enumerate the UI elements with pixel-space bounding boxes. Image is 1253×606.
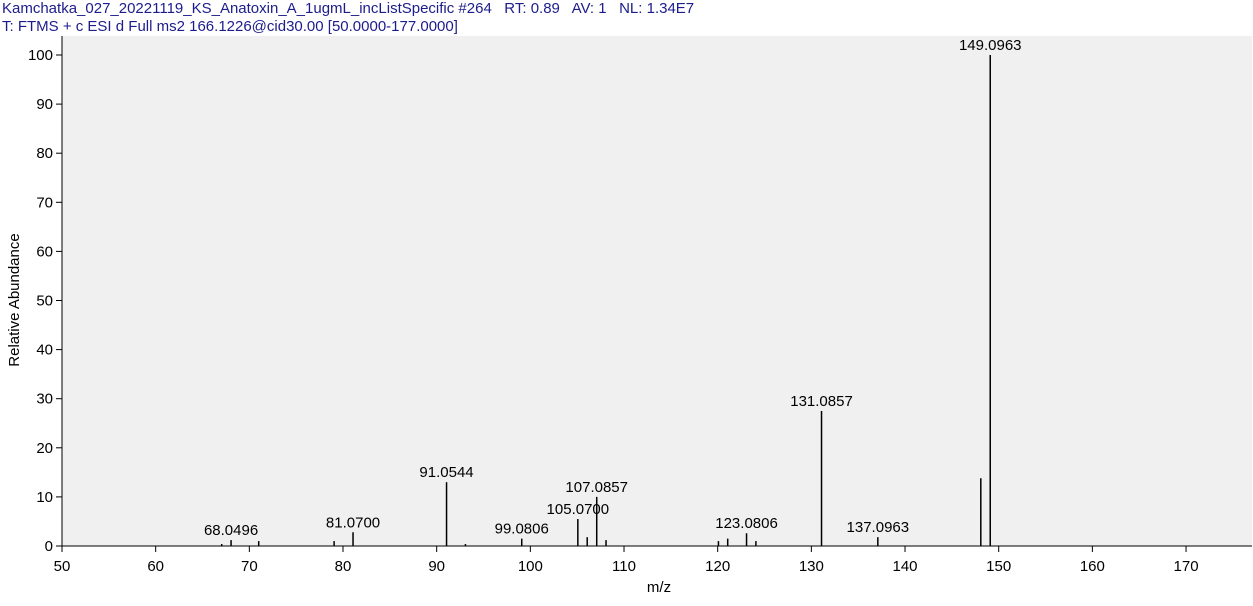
y-tick-label: 50 [36, 293, 53, 310]
x-tick-label: 90 [428, 558, 445, 575]
x-tick-label: 50 [54, 558, 71, 575]
x-tick-label: 150 [986, 558, 1011, 575]
x-tick-label: 60 [147, 558, 164, 575]
y-tick-label: 20 [36, 440, 53, 457]
peak-label: 137.0963 [847, 519, 910, 536]
peak-label: 123.0806 [715, 515, 778, 532]
peak-label: 99.0806 [495, 521, 549, 538]
y-axis-label: Relative Abundance [6, 233, 23, 366]
x-tick-label: 140 [893, 558, 918, 575]
x-tick-label: 170 [1174, 558, 1199, 575]
peak-label: 107.0857 [565, 479, 628, 496]
x-tick-label: 80 [335, 558, 352, 575]
peak-label: 149.0963 [959, 37, 1022, 54]
y-tick-label: 90 [36, 96, 53, 113]
y-tick-label: 100 [28, 47, 53, 64]
peak-label: 105.0700 [547, 501, 610, 518]
header-line: T: FTMS + c ESI d Full ms2 166.1226@cid3… [2, 18, 458, 35]
peak-label: 68.0496 [204, 522, 258, 539]
y-tick-label: 10 [36, 489, 53, 506]
x-tick-label: 100 [518, 558, 543, 575]
y-tick-label: 0 [45, 538, 53, 555]
y-tick-label: 40 [36, 342, 53, 359]
y-tick-label: 30 [36, 391, 53, 408]
y-tick-label: 80 [36, 145, 53, 162]
peak-label: 81.0700 [326, 514, 380, 531]
y-tick-label: 70 [36, 194, 53, 211]
y-tick-label: 60 [36, 243, 53, 260]
x-axis-label: m/z [647, 579, 671, 596]
plot-area [62, 36, 1252, 546]
x-tick-label: 110 [612, 558, 636, 575]
header-line: Kamchatka_027_20221119_KS_Anatoxin_A_1ug… [2, 0, 694, 17]
peak-label: 91.0544 [419, 464, 473, 481]
x-tick-label: 120 [705, 558, 730, 575]
x-tick-label: 70 [241, 558, 258, 575]
peak-label: 131.0857 [790, 393, 853, 410]
x-tick-label: 130 [799, 558, 824, 575]
x-tick-label: 160 [1080, 558, 1105, 575]
